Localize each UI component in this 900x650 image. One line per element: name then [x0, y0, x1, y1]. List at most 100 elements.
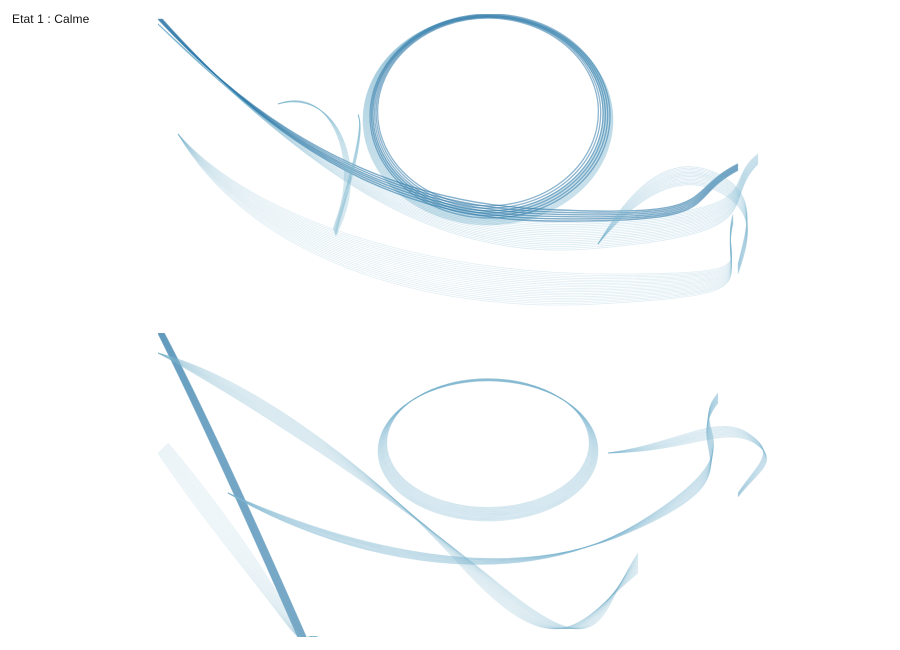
ribbon-stroke — [384, 378, 592, 512]
ribbon-stroke — [158, 352, 639, 629]
ribbon-stroke — [177, 133, 734, 275]
ribbon-stroke — [363, 14, 614, 225]
ribbon-stroke — [597, 177, 748, 271]
ribbon-stroke — [227, 392, 719, 565]
ribbon-stroke — [227, 396, 719, 562]
ribbon-stroke — [382, 379, 594, 515]
ribbon-stroke — [597, 171, 748, 268]
ribbon-artwork-bottom — [158, 333, 768, 637]
ribbon-stroke — [177, 133, 734, 296]
ribbon-stroke — [381, 379, 595, 516]
ribbon-stroke — [177, 133, 734, 306]
ribbon-stroke — [161, 18, 739, 222]
ribbon-stroke — [177, 133, 734, 276]
ribbon-stroke — [158, 352, 639, 629]
ribbon-stroke — [158, 352, 639, 630]
ribbon-stroke — [382, 379, 594, 514]
ribbon-stroke — [607, 429, 765, 495]
ribbon-stroke — [158, 352, 639, 630]
ribbon-stroke — [227, 400, 719, 561]
ribbon-stroke — [607, 430, 765, 496]
ribbon-strokes-top — [158, 14, 759, 306]
ribbon-stroke — [158, 352, 639, 629]
ribbon-stroke — [158, 352, 639, 629]
ribbon-stroke — [277, 100, 360, 230]
ribbon-stroke — [158, 23, 759, 227]
ribbon-stroke — [159, 451, 319, 637]
ribbon-stroke — [597, 174, 748, 269]
ribbon-stroke — [385, 378, 591, 510]
ribbon-stroke — [597, 184, 748, 275]
ribbon-stroke — [159, 450, 319, 637]
ribbon-stroke — [158, 333, 299, 637]
ribbon-stroke — [379, 380, 597, 519]
ribbon-stroke — [158, 352, 639, 629]
ribbon-stroke — [159, 333, 301, 637]
ribbon-stroke — [607, 425, 764, 494]
ribbon-stroke — [158, 23, 759, 244]
ribbon-stroke — [158, 352, 639, 629]
ribbon-stroke — [377, 380, 599, 522]
ribbon-stroke — [607, 431, 766, 496]
ribbon-stroke — [177, 133, 734, 304]
ribbon-stroke — [177, 133, 734, 289]
ribbon-stroke — [177, 133, 734, 280]
ribbon-stroke — [607, 434, 767, 497]
ribbon-stroke — [158, 352, 639, 630]
ribbon-stroke — [158, 352, 639, 629]
ribbon-stroke — [227, 399, 719, 561]
ribbon-stroke — [597, 181, 748, 273]
ribbon-stroke — [158, 333, 300, 637]
ribbon-stroke — [362, 14, 614, 226]
ribbon-stroke — [597, 166, 748, 265]
ribbon-stroke — [160, 450, 319, 637]
ribbon-stroke — [158, 352, 639, 629]
ribbon-stroke — [597, 173, 748, 268]
ribbon-stroke — [277, 101, 361, 236]
ribbon-artwork-top — [158, 14, 759, 306]
ribbon-stroke — [158, 352, 639, 629]
ribbon-stroke — [381, 379, 595, 515]
ribbon-stroke — [158, 352, 639, 629]
ribbon-stroke — [177, 133, 734, 298]
ribbon-stroke — [227, 402, 719, 559]
ribbon-stroke — [158, 23, 759, 242]
ribbon-stroke — [277, 101, 361, 233]
ribbon-stroke — [597, 176, 748, 270]
ribbon-stroke — [158, 23, 759, 236]
ribbon-stroke — [158, 352, 639, 629]
ribbon-stroke — [380, 379, 596, 518]
ribbon-stroke — [227, 393, 719, 565]
ribbon-stroke — [597, 180, 748, 272]
ribbon-stroke — [385, 378, 591, 509]
ribbon-stroke — [227, 393, 719, 565]
ribbon-stroke — [158, 23, 759, 235]
ribbon-stroke — [277, 101, 361, 236]
ribbon-stroke — [607, 426, 764, 494]
ribbon-stroke — [177, 133, 734, 288]
ribbon-stroke — [159, 333, 303, 637]
ribbon-stroke — [384, 378, 592, 511]
ribbon-stroke — [607, 432, 766, 496]
ribbon-stroke — [158, 452, 319, 637]
ribbon-stroke — [607, 435, 767, 497]
ribbon-stroke — [163, 447, 319, 637]
ribbon-stroke — [158, 23, 759, 238]
ribbon-stroke — [158, 352, 639, 629]
ribbon-stroke — [163, 333, 307, 637]
ribbon-stroke — [163, 446, 319, 637]
ribbon-stroke — [597, 169, 748, 266]
ribbon-stroke — [158, 23, 759, 240]
ribbon-stroke — [607, 433, 766, 496]
ribbon-stroke — [597, 170, 748, 267]
ribbon-stroke — [376, 17, 600, 207]
ribbon-stroke — [158, 352, 639, 629]
ribbon-stroke — [597, 182, 748, 274]
ribbon-stroke — [159, 18, 739, 216]
ribbon-stroke — [158, 23, 759, 233]
ribbon-stroke — [177, 133, 734, 301]
ribbon-stroke — [227, 395, 719, 564]
ribbon-stroke — [227, 398, 719, 562]
ribbon-stroke — [158, 23, 759, 222]
